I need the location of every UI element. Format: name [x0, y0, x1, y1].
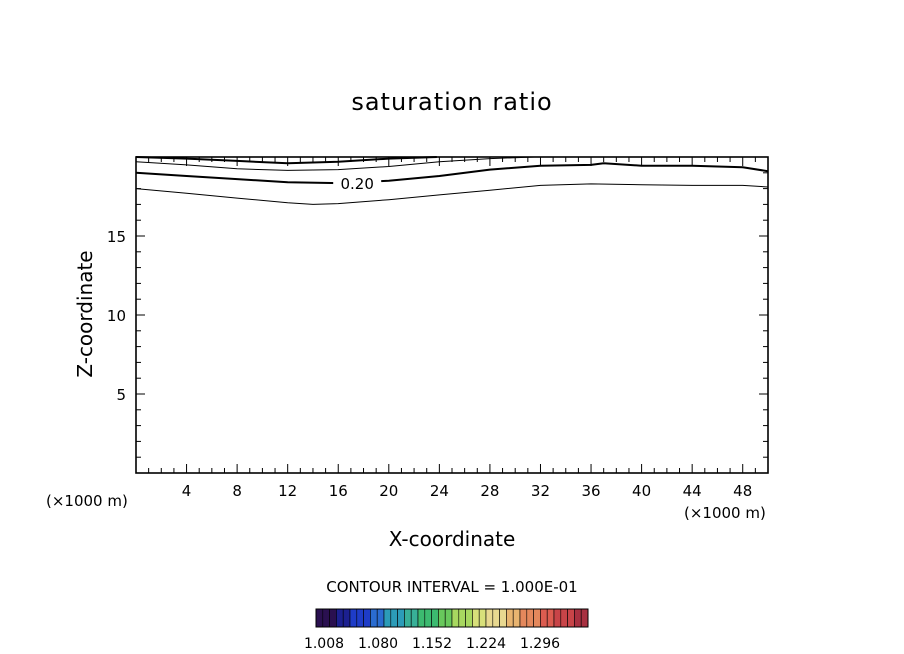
- colorbar-cell: [465, 608, 473, 628]
- colorbar-cell: [540, 608, 548, 628]
- contour-line: [135, 183, 769, 205]
- colorbar-cell: [574, 608, 582, 628]
- contour-lines: 0.20: [135, 156, 769, 205]
- colorbar-cell: [567, 608, 575, 628]
- colorbar-cell: [546, 608, 555, 628]
- x-tick-label: 20: [379, 482, 398, 500]
- x-tick-label: 8: [232, 482, 242, 500]
- colorbar-cell: [424, 608, 432, 628]
- colorbar-cell: [526, 608, 534, 628]
- colorbar-cell: [506, 608, 514, 628]
- x-tick-label: 40: [632, 482, 651, 500]
- colorbar-cell: [390, 608, 398, 628]
- x-unit-label-right: (×1000 m): [684, 504, 766, 522]
- colorbar-cell: [315, 608, 324, 628]
- colorbar-cell: [383, 608, 392, 628]
- x-tick-label: 36: [581, 482, 600, 500]
- x-tick-label: 4: [182, 482, 192, 500]
- colorbar-label: 1.080: [358, 636, 398, 652]
- colorbar-cell: [322, 608, 330, 628]
- colorbar-cell: [329, 608, 337, 628]
- contour-line: [135, 156, 535, 171]
- colorbar-frame: [315, 608, 589, 628]
- colorbar-cell: [376, 608, 385, 628]
- contour-line: [135, 162, 769, 185]
- chart-title: saturation ratio: [351, 88, 553, 116]
- colorbar-cell: [404, 608, 412, 628]
- colorbar-cell: [417, 608, 426, 628]
- colorbar-label: 1.152: [412, 636, 452, 652]
- colorbar-cell: [349, 608, 358, 628]
- plot-frame: [135, 156, 769, 474]
- colorbar-cell: [336, 608, 344, 628]
- x-tick-label: 24: [430, 482, 449, 500]
- colorbar-cell: [492, 608, 500, 628]
- colorbar-cell: [444, 608, 453, 628]
- x-axis-label: X-coordinate: [388, 527, 516, 551]
- x-tick-label: 32: [531, 482, 550, 500]
- contour-line: [135, 156, 437, 165]
- contour-label: 0.20: [340, 175, 373, 193]
- colorbar-cell: [485, 608, 494, 628]
- colorbar-label: 1.296: [520, 636, 560, 652]
- colorbar-cell: [370, 608, 378, 628]
- x-tick-label: 16: [329, 482, 348, 500]
- colorbar-cell: [458, 608, 466, 628]
- colorbar-cell: [363, 608, 371, 628]
- colorbar-cell: [553, 608, 562, 628]
- y-tick-label: 15: [107, 228, 126, 246]
- y-tick-label: 10: [107, 307, 126, 325]
- x-tick-label: 12: [278, 482, 297, 500]
- x-unit-label-left: (×1000 m): [46, 492, 128, 510]
- colorbar-cell: [580, 608, 589, 628]
- y-axis-label: Z-coordinate: [73, 250, 97, 378]
- colorbar-cell: [560, 608, 568, 628]
- x-tick-label: 44: [683, 482, 702, 500]
- colorbar-cell: [438, 608, 446, 628]
- colorbar-cell: [356, 608, 364, 628]
- colorbar-cell: [519, 608, 528, 628]
- colorbar: 1.008 1.080 1.152 1.224 1.296: [304, 608, 589, 652]
- colorbar-cell: [410, 608, 419, 628]
- colorbar-cell: [342, 608, 351, 628]
- colorbar-label: 1.008: [304, 636, 344, 652]
- colorbar-cell: [451, 608, 460, 628]
- colorbar-label: 1.224: [466, 636, 506, 652]
- colorbar-cell: [478, 608, 487, 628]
- colorbar-cell: [533, 608, 541, 628]
- contour-interval: CONTOUR INTERVAL = 1.000E-01: [326, 578, 578, 596]
- y-tick-label: 5: [116, 386, 126, 404]
- colorbar-cell: [512, 608, 521, 628]
- x-tick-label: 48: [733, 482, 752, 500]
- colorbar-cell: [397, 608, 405, 628]
- colorbar-cell: [472, 608, 480, 628]
- colorbar-cell: [499, 608, 507, 628]
- x-tick-label: 28: [480, 482, 499, 500]
- contour-label-bg: [333, 174, 382, 193]
- colorbar-cell: [431, 608, 439, 628]
